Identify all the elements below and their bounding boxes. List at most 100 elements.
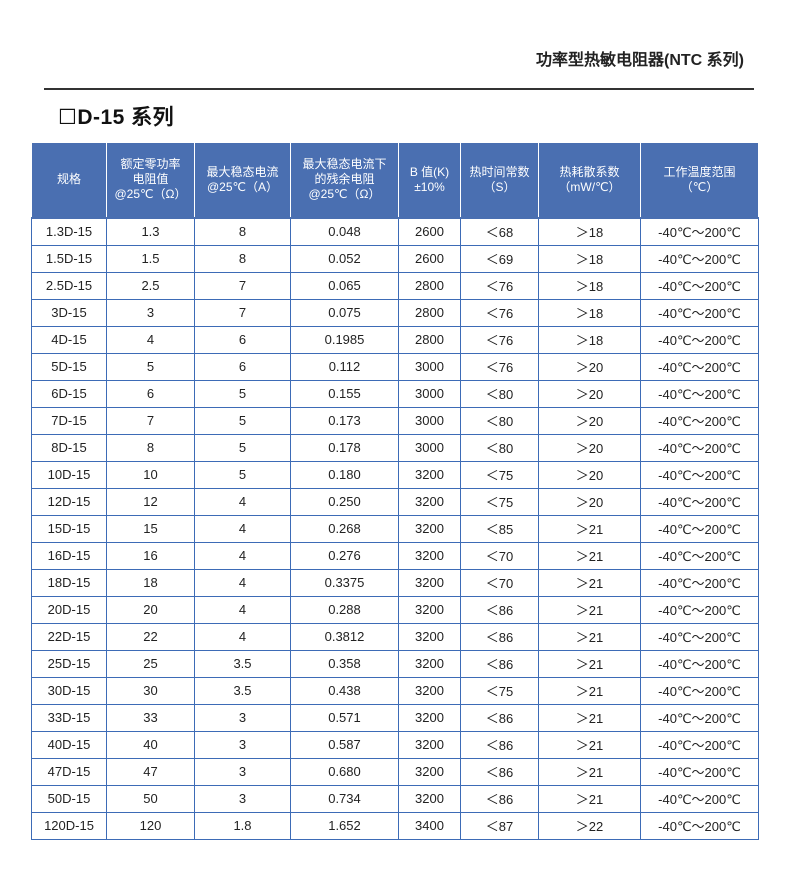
table-cell: 0.250: [290, 487, 399, 516]
table-cell: -40℃～200℃: [640, 352, 759, 381]
table-cell: 0.3375: [290, 568, 399, 597]
table-cell: 0.112: [290, 352, 399, 381]
table-cell: 4: [194, 514, 291, 543]
table-row: 2.5D-15 2.5 7 0.065 2800 ＜76 ＞18 -40℃～200℃: [31, 271, 759, 300]
table-cell: ＞21: [538, 784, 641, 813]
table-cell: -40℃～200℃: [640, 487, 759, 516]
table-cell: ＜80: [460, 379, 539, 408]
table-cell: 0.438: [290, 676, 399, 705]
table-cell: 47D-15: [31, 757, 107, 786]
table-cell: 50: [106, 784, 195, 813]
table-cell: 3: [106, 298, 195, 327]
table-cell: 0.155: [290, 379, 399, 408]
column-header: 最大稳态电流 @25℃（A）: [194, 142, 291, 219]
table-cell: 1.3: [106, 217, 195, 246]
table-cell: ＞21: [538, 514, 641, 543]
table-cell: 12: [106, 487, 195, 516]
table-row: 18D-15 18 4 0.3375 3200 ＜70 ＞21 -40℃～200℃: [31, 568, 759, 597]
table-cell: 5: [194, 406, 291, 435]
spec-table: 规格 额定零功率 电阻值 @25℃（Ω） 最大稳态电流 @25℃（A） 最大稳态电流下 的残余…: [31, 142, 759, 841]
table-cell: 1.5D-15: [31, 244, 107, 273]
column-header-line: 最大稳态电流下: [302, 157, 387, 172]
table-cell: ＜76: [460, 325, 539, 354]
table-cell: 1.652: [290, 811, 399, 841]
table-cell: 3000: [398, 352, 461, 381]
table-cell: ＜75: [460, 676, 539, 705]
table-row: 40D-15 40 3 0.587 3200 ＜86 ＞21 -40℃～200℃: [31, 730, 759, 759]
table-cell: 25: [106, 649, 195, 678]
column-header: 热时间常数 （S）: [460, 142, 539, 219]
table-cell: 3000: [398, 433, 461, 462]
table-cell: 15D-15: [31, 514, 107, 543]
table-cell: 18D-15: [31, 568, 107, 597]
table-cell: 0.1985: [290, 325, 399, 354]
table-cell: 3200: [398, 541, 461, 570]
table-cell: 3200: [398, 649, 461, 678]
table-cell: 33: [106, 703, 195, 732]
table-cell: ＞20: [538, 406, 641, 435]
table-cell: 120: [106, 811, 195, 841]
table-cell: 4: [194, 541, 291, 570]
table-cell: ＜87: [460, 811, 539, 841]
table-cell: 20: [106, 595, 195, 624]
table-cell: 3200: [398, 595, 461, 624]
column-header-line: 最大稳态电流: [206, 164, 279, 179]
table-cell: 2800: [398, 298, 461, 327]
table-cell: 5: [194, 433, 291, 462]
table-row: 5D-15 5 6 0.112 3000 ＜76 ＞20 -40℃～200℃: [31, 352, 759, 381]
table-cell: 3200: [398, 487, 461, 516]
table-cell: 12D-15: [31, 487, 107, 516]
table-cell: 8: [194, 244, 291, 273]
table-cell: 6: [106, 379, 195, 408]
table-cell: 4D-15: [31, 325, 107, 354]
table-cell: 0.173: [290, 406, 399, 435]
table-cell: ＞21: [538, 730, 641, 759]
table-cell: 4: [194, 487, 291, 516]
table-cell: 8: [106, 433, 195, 462]
table-row: 6D-15 6 5 0.155 3000 ＜80 ＞20 -40℃～200℃: [31, 379, 759, 408]
table-cell: ＞21: [538, 622, 641, 651]
column-header-line: （mW/℃）: [558, 179, 621, 194]
column-header: 工作温度范围 （℃）: [640, 142, 759, 219]
column-header-line: 热时间常数: [469, 164, 530, 179]
table-cell: 0.180: [290, 460, 399, 489]
table-cell: ＞21: [538, 676, 641, 705]
column-header: B 值(K) ±10%: [398, 142, 461, 219]
table-cell: ＜80: [460, 406, 539, 435]
table-cell: 7D-15: [31, 406, 107, 435]
table-cell: 30D-15: [31, 676, 107, 705]
table-cell: 3200: [398, 514, 461, 543]
table-cell: 3200: [398, 622, 461, 651]
column-header-line: 的残余电阻: [314, 172, 375, 187]
table-cell: 0.048: [290, 217, 399, 246]
table-cell: -40℃～200℃: [640, 217, 759, 246]
table-cell: 2600: [398, 244, 461, 273]
table-cell: ＜75: [460, 487, 539, 516]
table-cell: 0.065: [290, 271, 399, 300]
table-cell: -40℃～200℃: [640, 298, 759, 327]
column-header-line: ±10%: [414, 179, 445, 194]
table-cell: 3200: [398, 568, 461, 597]
table-cell: ＞21: [538, 568, 641, 597]
table-cell: 10D-15: [31, 460, 107, 489]
table-cell: ＜70: [460, 568, 539, 597]
table-cell: 2600: [398, 217, 461, 246]
table-cell: ＜70: [460, 541, 539, 570]
table-row: 50D-15 50 3 0.734 3200 ＜86 ＞21 -40℃～200℃: [31, 784, 759, 813]
table-cell: 4: [194, 595, 291, 624]
column-header-line: 规格: [56, 172, 81, 187]
table-cell: 3000: [398, 379, 461, 408]
table-cell: ＜86: [460, 703, 539, 732]
document-title: 功率型热敏电阻器(NTC 系列): [536, 52, 744, 69]
table-cell: 1.5: [106, 244, 195, 273]
table-cell: ＞20: [538, 352, 641, 381]
table-cell: 0.3812: [290, 622, 399, 651]
table-row: 22D-15 22 4 0.3812 3200 ＜86 ＞21 -40℃～200℃: [31, 622, 759, 651]
table-row: 4D-15 4 6 0.1985 2800 ＜76 ＞18 -40℃～200℃: [31, 325, 759, 354]
table-cell: 7: [194, 271, 291, 300]
table-row: 7D-15 7 5 0.173 3000 ＜80 ＞20 -40℃～200℃: [31, 406, 759, 435]
table-cell: 3400: [398, 811, 461, 841]
column-header-line: B 值(K): [409, 164, 450, 179]
table-cell: -40℃～200℃: [640, 325, 759, 354]
table-cell: 22: [106, 622, 195, 651]
